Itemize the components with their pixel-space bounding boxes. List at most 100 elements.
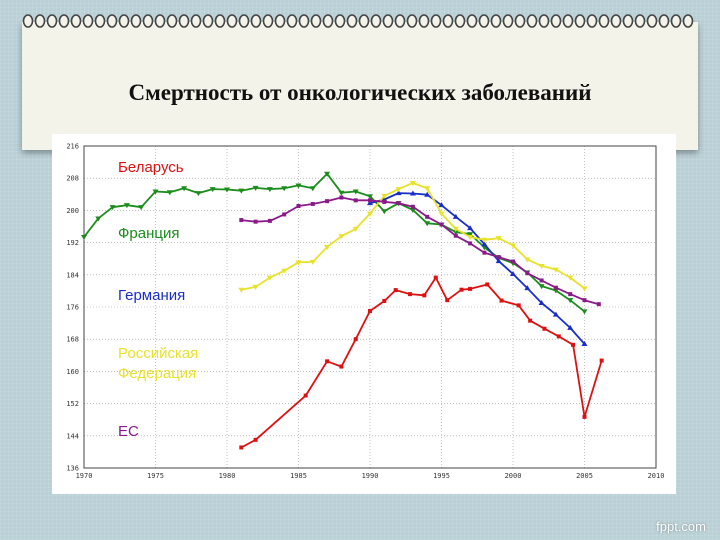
- data-point: [339, 195, 344, 200]
- data-point: [95, 216, 102, 222]
- y-tick-label: 200: [66, 207, 79, 215]
- data-point: [552, 288, 559, 294]
- ring-hole: [202, 14, 214, 28]
- data-point: [238, 188, 245, 194]
- data-point: [496, 255, 501, 260]
- data-point: [266, 275, 273, 281]
- ring-hole: [658, 14, 670, 28]
- data-point: [338, 190, 345, 196]
- x-tick-label: 1980: [219, 472, 236, 480]
- series-3: [367, 190, 588, 347]
- ring-hole: [334, 14, 346, 28]
- x-tick-label: 1995: [433, 472, 450, 480]
- data-point: [425, 214, 430, 219]
- data-point: [510, 270, 516, 276]
- data-point: [495, 236, 502, 242]
- data-point: [538, 299, 545, 305]
- data-point: [459, 287, 464, 292]
- data-point: [395, 187, 402, 193]
- data-point: [581, 309, 588, 315]
- ring-hole: [214, 14, 226, 28]
- data-point: [381, 209, 388, 215]
- data-point: [309, 259, 316, 265]
- data-point: [599, 358, 604, 363]
- data-point: [209, 187, 216, 193]
- legend-item: Федерация: [118, 365, 196, 382]
- y-tick-label: 184: [66, 271, 79, 279]
- data-point: [309, 186, 316, 192]
- series-4: [238, 181, 588, 293]
- data-point: [409, 190, 416, 196]
- x-tick-label: 1990: [362, 472, 379, 480]
- ring-hole: [106, 14, 118, 28]
- ring-hole: [598, 14, 610, 28]
- y-tick-label: 192: [66, 239, 79, 247]
- ring-hole: [586, 14, 598, 28]
- ring-hole: [514, 14, 526, 28]
- ring-hole: [454, 14, 466, 28]
- data-point: [556, 334, 561, 339]
- data-point: [524, 257, 531, 263]
- ring-hole: [466, 14, 478, 28]
- ring-hole: [406, 14, 418, 28]
- data-point: [568, 292, 573, 297]
- ring-hole: [298, 14, 310, 28]
- data-point: [281, 268, 288, 274]
- ring-hole: [382, 14, 394, 28]
- chart-panel: 1970 1975 1980 1985 1990 1995 2000 2005 2010 136 1…: [52, 134, 676, 494]
- ring-hole: [574, 14, 586, 28]
- data-point: [166, 190, 173, 196]
- x-tick-label: 2010: [648, 472, 665, 480]
- ring-hole: [562, 14, 574, 28]
- data-point: [445, 298, 450, 303]
- legend-item: Беларусь: [118, 159, 184, 176]
- ring-hole: [142, 14, 154, 28]
- ring-hole: [634, 14, 646, 28]
- ring-hole: [46, 14, 58, 28]
- data-point: [538, 284, 545, 290]
- data-point: [511, 259, 515, 264]
- y-tick-label: 168: [66, 336, 79, 344]
- data-point: [381, 193, 388, 199]
- ring-hole: [286, 14, 298, 28]
- data-point: [467, 232, 474, 238]
- data-point: [567, 275, 574, 281]
- data-point: [408, 292, 413, 297]
- data-point: [581, 286, 588, 292]
- data-point: [123, 203, 130, 209]
- ring-hole: [190, 14, 202, 28]
- data-point: [253, 437, 258, 442]
- ring-hole: [358, 14, 370, 28]
- data-point: [433, 275, 438, 280]
- data-point: [393, 288, 398, 293]
- data-point: [224, 187, 230, 193]
- data-point: [81, 234, 87, 240]
- data-point: [281, 186, 288, 192]
- y-tick-label: 160: [66, 368, 79, 376]
- data-point: [152, 189, 159, 195]
- ring-hole: [310, 14, 322, 28]
- data-point: [296, 203, 301, 208]
- ring-hole: [82, 14, 94, 28]
- ring-hole: [322, 14, 334, 28]
- data-point: [368, 198, 372, 203]
- x-tick-label: 1975: [147, 472, 164, 480]
- ring-hole: [430, 14, 442, 28]
- data-point: [267, 218, 272, 223]
- data-point: [552, 267, 559, 273]
- data-point: [138, 205, 145, 211]
- legend-item: Российская: [118, 345, 198, 362]
- data-point: [410, 204, 415, 209]
- data-point: [538, 263, 545, 269]
- data-point: [510, 243, 516, 249]
- ring-hole: [370, 14, 382, 28]
- data-point: [482, 250, 487, 255]
- line-chart: 1970 1975 1980 1985 1990 1995 2000 2005 2010 136 1…: [66, 143, 665, 481]
- x-tick-label: 2000: [505, 472, 522, 480]
- ring-hole: [550, 14, 562, 28]
- ring-hole: [682, 14, 694, 28]
- data-point: [452, 230, 459, 236]
- data-point: [468, 286, 473, 291]
- ring-hole: [610, 14, 622, 28]
- data-point: [324, 245, 331, 251]
